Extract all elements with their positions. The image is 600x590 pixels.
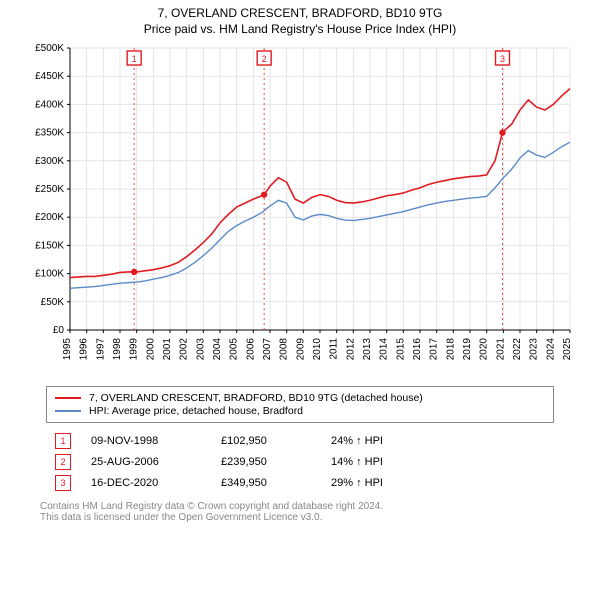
svg-text:2022: 2022 — [512, 338, 523, 361]
svg-text:£500K: £500K — [35, 43, 64, 54]
svg-text:2012: 2012 — [345, 338, 356, 361]
legend-swatch — [55, 397, 81, 399]
chart-container: 7, OVERLAND CRESCENT, BRADFORD, BD10 9TG… — [0, 0, 600, 531]
footer-line: This data is licensed under the Open Gov… — [40, 512, 560, 523]
svg-text:2005: 2005 — [229, 338, 240, 361]
svg-text:1998: 1998 — [112, 338, 123, 361]
title-address: 7, OVERLAND CRESCENT, BRADFORD, BD10 9TG — [0, 6, 600, 20]
svg-text:2007: 2007 — [262, 338, 273, 361]
svg-text:£300K: £300K — [35, 156, 64, 167]
marker-date: 16-DEC-2020 — [91, 477, 221, 489]
svg-text:£50K: £50K — [41, 297, 65, 308]
marker-row: 2 25-AUG-2006 £239,950 14% ↑ HPI — [55, 454, 545, 470]
svg-text:£200K: £200K — [35, 212, 64, 223]
legend-swatch — [55, 410, 81, 412]
title-block: 7, OVERLAND CRESCENT, BRADFORD, BD10 9TG… — [0, 0, 600, 40]
legend-label: 7, OVERLAND CRESCENT, BRADFORD, BD10 9TG… — [89, 392, 423, 404]
legend-row: 7, OVERLAND CRESCENT, BRADFORD, BD10 9TG… — [55, 392, 545, 404]
marker-badge: 2 — [55, 454, 71, 470]
legend-label: HPI: Average price, detached house, Brad… — [89, 405, 303, 417]
svg-text:£400K: £400K — [35, 99, 64, 110]
marker-hpi: 14% ↑ HPI — [331, 456, 383, 468]
svg-text:2003: 2003 — [195, 338, 206, 361]
marker-price: £239,950 — [221, 456, 331, 468]
svg-text:2011: 2011 — [329, 338, 340, 360]
svg-text:2016: 2016 — [412, 338, 423, 361]
svg-text:2023: 2023 — [529, 338, 540, 361]
svg-text:£0: £0 — [53, 325, 65, 336]
svg-text:£450K: £450K — [35, 71, 64, 82]
svg-text:2002: 2002 — [179, 338, 190, 361]
svg-text:£350K: £350K — [35, 128, 64, 139]
svg-text:2025: 2025 — [562, 338, 573, 361]
svg-text:£100K: £100K — [35, 269, 64, 280]
svg-text:£150K: £150K — [35, 240, 64, 251]
svg-text:2015: 2015 — [395, 338, 406, 361]
svg-text:2024: 2024 — [545, 338, 556, 361]
svg-text:2: 2 — [262, 54, 267, 64]
marker-price: £102,950 — [221, 435, 331, 447]
marker-hpi: 24% ↑ HPI — [331, 435, 383, 447]
legend: 7, OVERLAND CRESCENT, BRADFORD, BD10 9TG… — [46, 386, 554, 423]
svg-text:1999: 1999 — [129, 338, 140, 361]
footer-line: Contains HM Land Registry data © Crown c… — [40, 501, 560, 512]
svg-text:2000: 2000 — [145, 338, 156, 361]
svg-text:2019: 2019 — [462, 338, 473, 361]
svg-text:2010: 2010 — [312, 338, 323, 361]
svg-text:1995: 1995 — [62, 338, 73, 361]
svg-text:2021: 2021 — [495, 338, 506, 361]
chart-svg: £0 £50K £100K £150K £200K £250K £300K £350K £400… — [20, 40, 580, 380]
svg-text:2009: 2009 — [295, 338, 306, 361]
svg-text:2006: 2006 — [245, 338, 256, 361]
svg-text:2017: 2017 — [429, 338, 440, 361]
svg-text:2014: 2014 — [379, 338, 390, 361]
marker-price: £349,950 — [221, 477, 331, 489]
title-subtitle: Price paid vs. HM Land Registry's House … — [0, 22, 600, 36]
marker-badge: 3 — [55, 475, 71, 491]
svg-text:2004: 2004 — [212, 338, 223, 361]
marker-hpi: 29% ↑ HPI — [331, 477, 383, 489]
marker-date: 09-NOV-1998 — [91, 435, 221, 447]
svg-text:2018: 2018 — [445, 338, 456, 361]
svg-text:1: 1 — [132, 54, 137, 64]
marker-badge: 1 — [55, 433, 71, 449]
marker-date: 25-AUG-2006 — [91, 456, 221, 468]
marker-row: 1 09-NOV-1998 £102,950 24% ↑ HPI — [55, 433, 545, 449]
marker-row: 3 16-DEC-2020 £349,950 29% ↑ HPI — [55, 475, 545, 491]
svg-text:2020: 2020 — [479, 338, 490, 361]
svg-text:2013: 2013 — [362, 338, 373, 361]
svg-text:2001: 2001 — [162, 338, 173, 361]
chart-area: £0 £50K £100K £150K £200K £250K £300K £350K £400… — [20, 40, 580, 380]
svg-text:1996: 1996 — [79, 338, 90, 361]
footer: Contains HM Land Registry data © Crown c… — [40, 501, 560, 531]
marker-table: 1 09-NOV-1998 £102,950 24% ↑ HPI 2 25-AU… — [55, 433, 545, 491]
svg-text:£250K: £250K — [35, 184, 64, 195]
svg-text:1997: 1997 — [95, 338, 106, 361]
legend-row: HPI: Average price, detached house, Brad… — [55, 405, 545, 417]
svg-text:3: 3 — [500, 54, 505, 64]
svg-text:2008: 2008 — [279, 338, 290, 361]
